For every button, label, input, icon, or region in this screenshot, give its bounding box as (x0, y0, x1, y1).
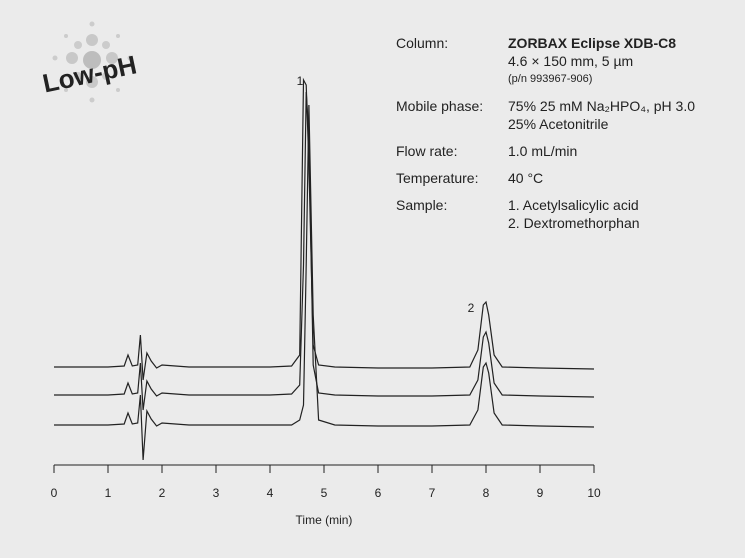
condition-row: Sample: 1. Acetylsalicylic acid 2. Dextrom… (396, 196, 695, 232)
peak-label: 1 (297, 74, 304, 88)
condition-line: 75% 25 mM Na₂HPO₄, pH 3.0 (508, 98, 695, 114)
condition-row: Flow rate: 1.0 mL/min (396, 142, 695, 160)
x-tick-label: 6 (375, 486, 382, 500)
condition-row: Mobile phase: 75% 25 mM Na₂HPO₄, pH 3.0 25… (396, 97, 695, 133)
trace (54, 77, 595, 381)
condition-label: Flow rate: (396, 143, 458, 159)
trace (54, 104, 595, 461)
x-tick-label: 7 (429, 486, 436, 500)
condition-label: Temperature: (396, 170, 479, 186)
condition-value: 75% 25 mM Na₂HPO₄, pH 3.0 25% Acetonitril… (508, 97, 695, 133)
condition-line: 4.6 × 150 mm, 5 µm (508, 53, 634, 69)
x-tick-label: 8 (483, 486, 490, 500)
condition-label: Column: (396, 35, 449, 51)
condition-value: ZORBAX Eclipse XDB-C8 4.6 × 150 mm, 5 µm (… (508, 34, 676, 88)
x-tick-label: 1 (105, 486, 112, 500)
x-tick-label: 4 (267, 486, 274, 500)
condition-line: 1.0 mL/min (508, 143, 578, 159)
logo: Low-pH (40, 21, 139, 103)
x-tick-label: 0 (51, 486, 58, 500)
condition-line: (p/n 993967-906) (508, 73, 593, 85)
condition-value: 1. Acetylsalicylic acid 2. Dextromethorph… (508, 196, 640, 232)
x-tick-label: 9 (537, 486, 544, 500)
x-tick-label: 3 (213, 486, 220, 500)
condition-line: 2. Dextromethorphan (508, 215, 640, 231)
condition-label: Sample: (396, 197, 448, 213)
condition-value: 40 °C (508, 169, 543, 187)
x-axis-label: Time (min) (296, 513, 353, 527)
conditions: Column: ZORBAX Eclipse XDB-C8 4.6 × 150 mm… (396, 34, 695, 241)
condition-line: ZORBAX Eclipse XDB-C8 (508, 35, 677, 51)
x-tick-label: 10 (587, 486, 601, 500)
condition-line: 40 °C (508, 170, 544, 186)
condition-line: 1. Acetylsalicylic acid (508, 197, 639, 213)
condition-value: 1.0 mL/min (508, 142, 577, 160)
trace (54, 91, 595, 411)
peak-label: 2 (468, 301, 475, 315)
x-tick-label: 5 (321, 486, 328, 500)
x-tick-label: 2 (159, 486, 166, 500)
condition-row: Temperature: 40 °C (396, 169, 695, 187)
condition-label: Mobile phase: (396, 98, 484, 114)
condition-row: Column: ZORBAX Eclipse XDB-C8 4.6 × 150 mm… (396, 34, 695, 88)
condition-line: 25% Acetonitrile (508, 116, 609, 132)
